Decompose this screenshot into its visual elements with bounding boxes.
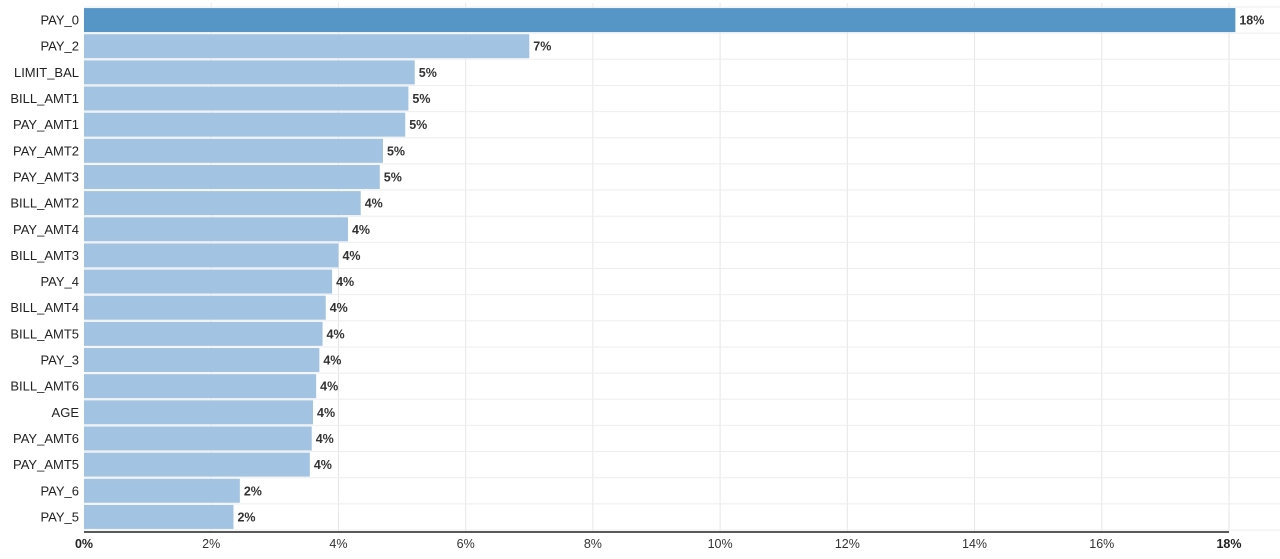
- x-axis: 0% 2% 4% 6% 8% 10% 12% 14% 16% 18%: [75, 531, 1242, 551]
- gridlines: [84, 3, 1280, 532]
- category-label: PAY_AMT2: [13, 143, 79, 158]
- x-tick-label: 12%: [835, 537, 860, 551]
- bar-limit-bal: [84, 60, 415, 85]
- x-tick-label: 2%: [202, 537, 220, 551]
- data-label: 4%: [352, 223, 370, 237]
- bar-pay-amt3: [84, 164, 380, 189]
- category-label: PAY_AMT6: [13, 431, 79, 446]
- bar-bill-amt6: [84, 374, 317, 399]
- category-label: PAY_6: [40, 483, 79, 498]
- category-label: PAY_4: [40, 274, 79, 289]
- category-label: BILL_AMT4: [10, 300, 79, 315]
- category-labels: PAY_0 PAY_2 LIMIT_BAL BILL_AMT1 PAY_AMT1 PAY_…: [10, 13, 79, 525]
- bar-bill-amt2: [84, 191, 361, 216]
- data-label: 5%: [387, 144, 405, 158]
- bar-bill-amt4: [84, 295, 326, 320]
- category-label: PAY_5: [40, 509, 79, 524]
- category-label: PAY_AMT3: [13, 169, 79, 184]
- bar-age: [84, 400, 313, 425]
- data-label: 7%: [533, 40, 551, 54]
- x-tick-label: 18%: [1216, 537, 1241, 551]
- bar-pay-4: [84, 269, 333, 294]
- category-label: BILL_AMT5: [10, 326, 79, 341]
- x-tick-label: 6%: [457, 537, 475, 551]
- x-tick-label: 4%: [329, 537, 347, 551]
- bars: [84, 8, 1236, 529]
- category-label: BILL_AMT2: [10, 196, 79, 211]
- x-tick-label: 0%: [75, 537, 93, 551]
- category-label: BILL_AMT3: [10, 248, 79, 263]
- bar-pay-amt5: [84, 452, 310, 477]
- category-label: PAY_AMT5: [13, 457, 79, 472]
- category-label: BILL_AMT6: [10, 379, 79, 394]
- data-label: 4%: [317, 406, 335, 420]
- category-label: AGE: [52, 405, 80, 420]
- data-label: 4%: [323, 354, 341, 368]
- bar-bill-amt5: [84, 321, 323, 346]
- data-label: 4%: [342, 249, 360, 263]
- data-label: 4%: [330, 301, 348, 315]
- bar-pay-amt4: [84, 217, 348, 242]
- category-label: PAY_0: [40, 13, 79, 28]
- data-label: 4%: [320, 380, 338, 394]
- data-label: 2%: [237, 510, 255, 524]
- category-label: PAY_3: [40, 353, 79, 368]
- data-label: 4%: [316, 432, 334, 446]
- bar-pay-amt1: [84, 112, 406, 137]
- data-labels: 18%7%5%5%5%5%5%4%4%4%4%4%4%4%4%4%4%4%2%2…: [237, 14, 1264, 525]
- data-label: 4%: [314, 458, 332, 472]
- category-label: BILL_AMT1: [10, 91, 79, 106]
- bar-pay-0: [84, 8, 1236, 33]
- x-tick-label: 10%: [708, 537, 733, 551]
- data-label: 4%: [327, 327, 345, 341]
- bar-bill-amt3: [84, 243, 339, 268]
- bar-pay-2: [84, 34, 530, 59]
- x-tick-label: 16%: [1089, 537, 1114, 551]
- data-label: 2%: [244, 484, 262, 498]
- category-label: PAY_AMT1: [13, 117, 79, 132]
- data-label: 5%: [419, 66, 437, 80]
- data-label: 4%: [365, 197, 383, 211]
- bar-pay-3: [84, 348, 320, 373]
- data-label: 5%: [409, 118, 427, 132]
- data-label: 18%: [1239, 14, 1264, 28]
- category-label: PAY_2: [40, 39, 79, 54]
- bar-pay-amt6: [84, 426, 312, 451]
- bar-pay-amt2: [84, 138, 383, 163]
- bar-bill-amt1: [84, 86, 409, 111]
- bar-pay-6: [84, 478, 240, 503]
- category-label: PAY_AMT4: [13, 222, 79, 237]
- data-label: 5%: [412, 92, 430, 106]
- x-tick-label: 8%: [584, 537, 602, 551]
- data-label: 4%: [336, 275, 354, 289]
- data-label: 5%: [384, 170, 402, 184]
- category-label: LIMIT_BAL: [14, 65, 79, 80]
- bar-pay-5: [84, 504, 234, 529]
- x-tick-label: 14%: [962, 537, 987, 551]
